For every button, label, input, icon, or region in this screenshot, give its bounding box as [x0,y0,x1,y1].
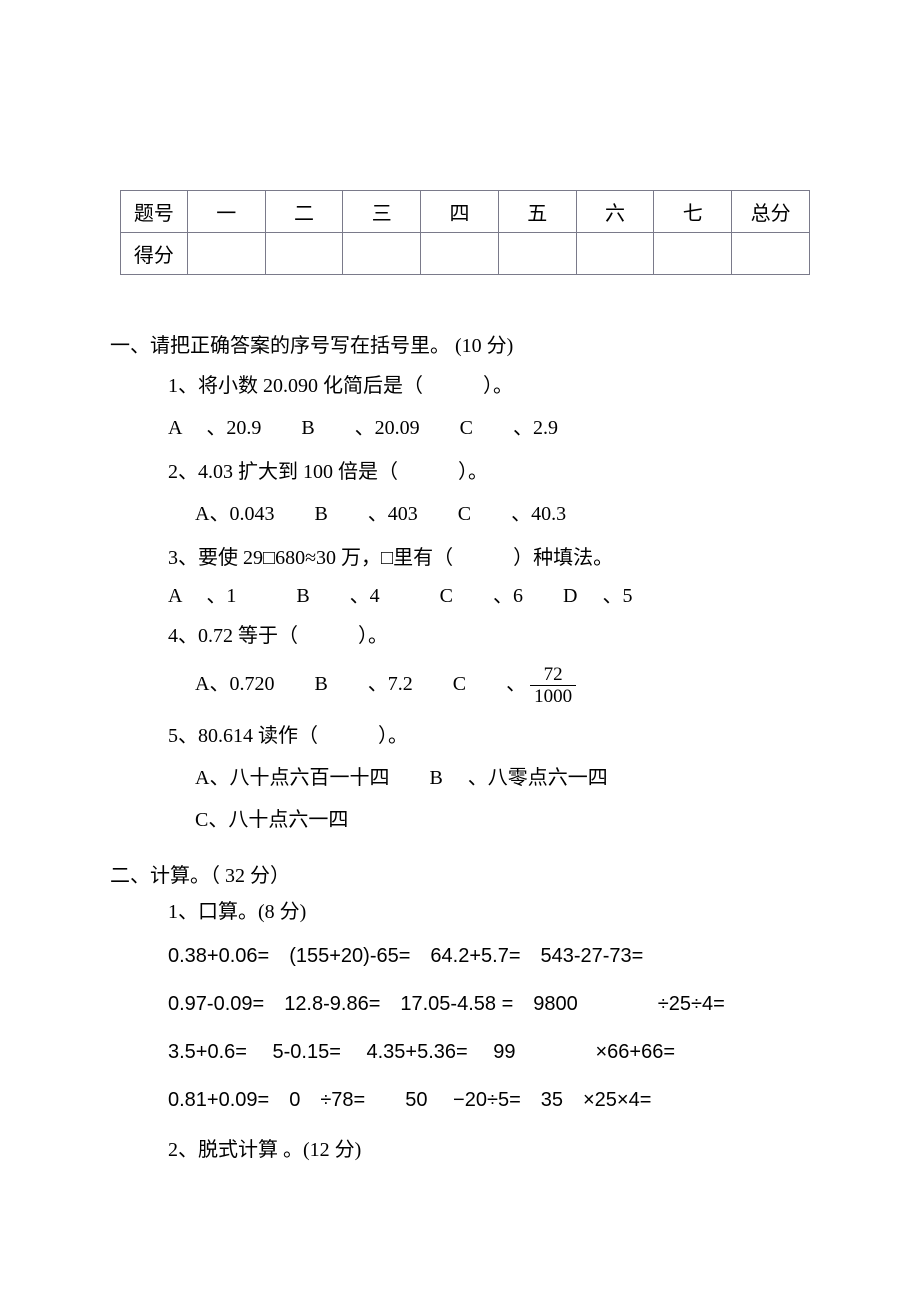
cell: 七 [654,191,732,233]
section-1-title: 一、请把正确答案的序号写在括号里。 (10 分) [110,330,810,362]
question-4: 4、0.72 等于（ ）。 [110,616,810,656]
table-row: 题号 一 二 三 四 五 六 七 总分 [121,191,810,233]
cell: 四 [421,191,499,233]
question-4-options: A、0.720 B 、7.2 C 、721000 [110,658,810,712]
table-row: 得分 [121,233,810,275]
cell-empty [265,233,343,275]
fraction: 721000 [530,665,576,706]
cell-empty [576,233,654,275]
fraction-numerator: 72 [530,665,576,686]
question-5-options-line1: A、八十点六百一十四 B 、八零点六一四 [110,758,810,798]
cell-empty [187,233,265,275]
question-5: 5、80.614 读作（ ）。 [110,716,810,756]
question-5-options-line2: C、八十点六一四 [110,800,810,840]
question-1: 1、将小数 20.090 化简后是（ ）。 [110,366,810,406]
question-3-options: A 、1 B 、4 C 、6 D 、5 [110,580,810,612]
cell: 总分 [732,191,810,233]
calc-row: 0.81+0.09= 0 ÷78= 50 −20÷5= 35 ×25×4= [110,1076,810,1124]
page-root: 题号 一 二 三 四 五 六 七 总分 得分 一、请把正确答案的序号写在括号里。… [0,0,920,1303]
question-4-options-text: A、0.720 B 、7.2 C 、 [195,673,526,695]
cell-label: 题号 [121,191,188,233]
cell: 六 [576,191,654,233]
section-2-title: 二、计算。（ 32 分） [110,860,810,892]
section-2-sub2: 2、脱式计算 。(12 分) [110,1130,810,1170]
score-table: 题号 一 二 三 四 五 六 七 总分 得分 [120,190,810,275]
cell-label: 得分 [121,233,188,275]
cell: 二 [265,191,343,233]
section-2-sub1: 1、口算。(8 分) [110,892,810,932]
question-2: 2、4.03 扩大到 100 倍是（ ）。 [110,452,810,492]
calc-row: 0.38+0.06= (155+20)-65= 64.2+5.7= 543-27… [110,932,810,980]
cell-empty [343,233,421,275]
cell: 五 [498,191,576,233]
cell: 一 [187,191,265,233]
cell: 三 [343,191,421,233]
fraction-denominator: 1000 [530,686,576,706]
cell-empty [654,233,732,275]
question-2-options: A、0.043 B 、403 C 、40.3 [110,494,810,534]
question-3: 3、要使 29□680≈30 万，□里有（ ）种填法。 [110,538,810,578]
cell-empty [498,233,576,275]
calc-row: 0.97-0.09= 12.8-9.86= 17.05-4.58 = 9800 … [110,980,810,1028]
calc-row: 3.5+0.6= 5-0.15= 4.35+5.36= 99 ×66+66= [110,1028,810,1076]
cell-empty [421,233,499,275]
question-1-options: A 、20.9 B 、20.09 C 、2.9 [110,408,810,448]
cell-empty [732,233,810,275]
